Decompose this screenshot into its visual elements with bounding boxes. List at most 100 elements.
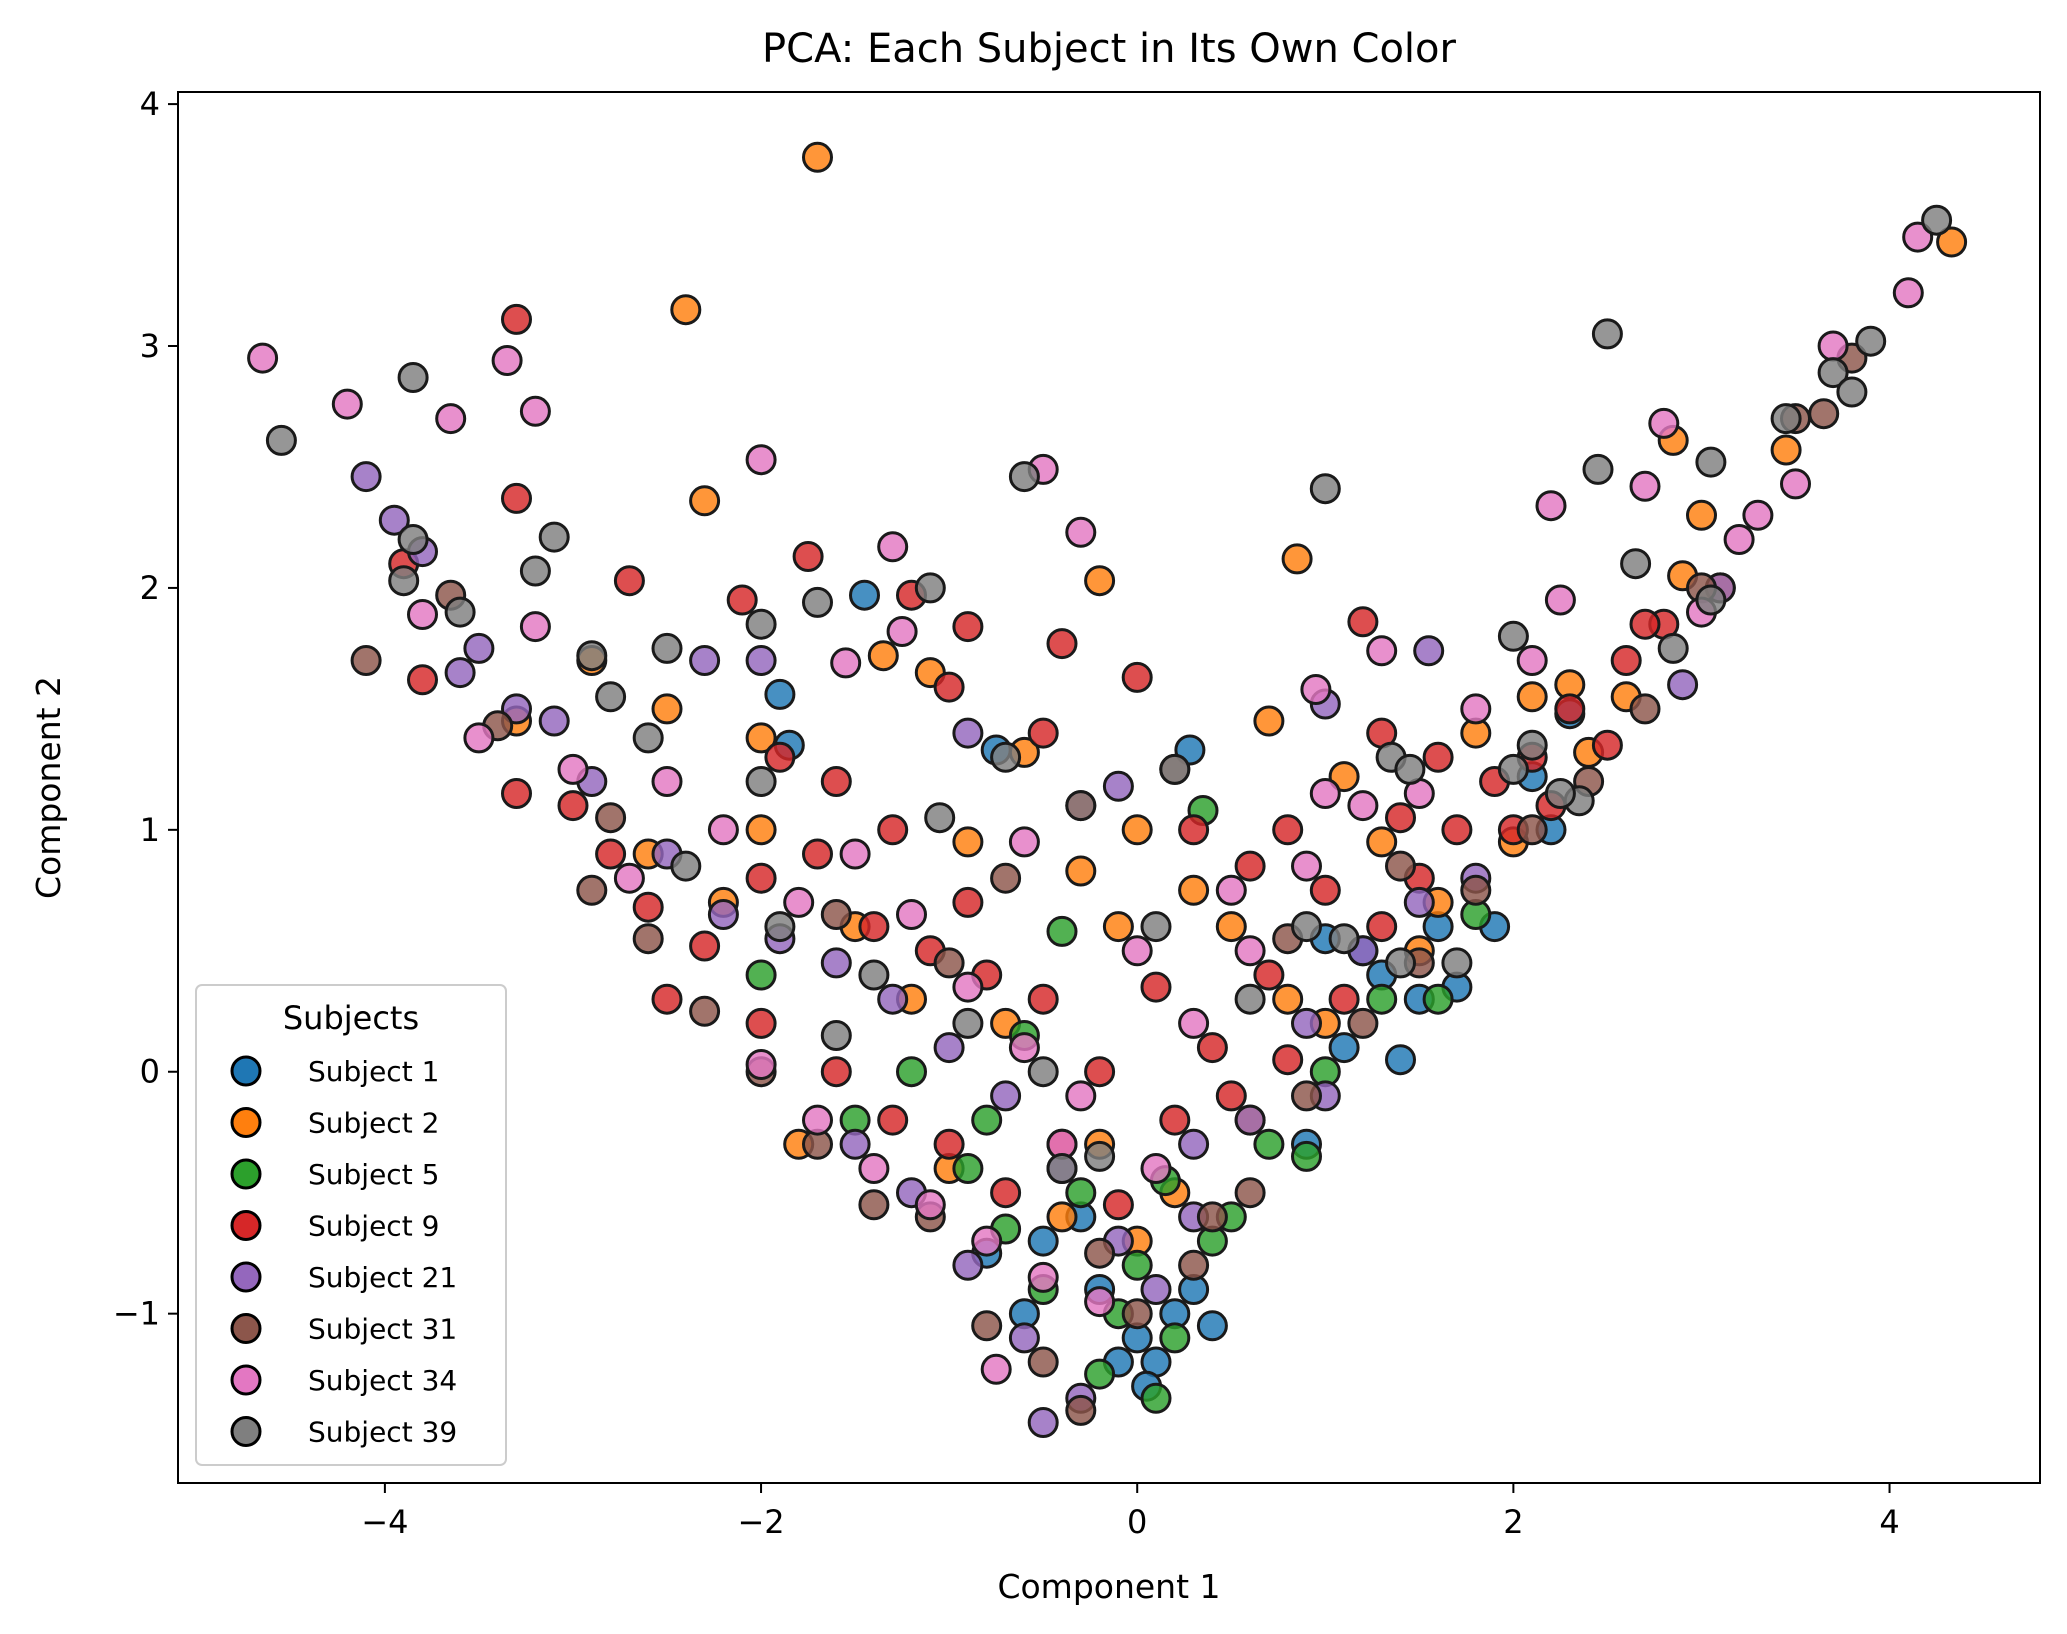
point-series-5-27 xyxy=(820,899,852,930)
point-series-3-34 xyxy=(1196,1032,1228,1064)
point-series-7-20 xyxy=(1620,548,1652,580)
point-series-4-11 xyxy=(1413,635,1445,667)
point-series-4-26 xyxy=(1403,886,1435,918)
y-tick-label: 4 xyxy=(140,85,160,123)
point-series-1-28 xyxy=(1516,681,1548,713)
point-series-3-41 xyxy=(1554,693,1586,725)
point-series-7-33 xyxy=(764,911,796,943)
point-series-3-52 xyxy=(1215,1080,1247,1112)
point-series-5-22 xyxy=(1629,693,1661,725)
point-series-1-3 xyxy=(1084,565,1116,597)
plot-frame xyxy=(177,91,2041,1484)
point-series-3-37 xyxy=(1366,911,1398,943)
point-series-0-12 xyxy=(1027,1225,1059,1257)
point-series-4-8 xyxy=(952,717,984,749)
point-series-6-8 xyxy=(877,531,909,563)
point-series-5-28 xyxy=(933,947,965,979)
point-series-4-3 xyxy=(463,632,495,664)
point-series-4-21 xyxy=(1140,1274,1172,1305)
point-series-1-25 xyxy=(1215,911,1247,943)
point-series-5-20 xyxy=(1516,814,1548,846)
point-series-2-7 xyxy=(1140,1382,1172,1414)
point-series-5-4 xyxy=(632,923,664,955)
point-series-1-0 xyxy=(802,141,833,173)
point-series-5-10 xyxy=(971,1310,1003,1342)
point-series-7-16 xyxy=(1855,325,1887,357)
point-series-7-41 xyxy=(1385,947,1416,979)
x-tick-label: 2 xyxy=(1503,1503,1523,1541)
point-series-6-2 xyxy=(435,403,467,435)
point-series-7-52 xyxy=(1657,632,1689,664)
point-series-6-7 xyxy=(1065,516,1097,548)
legend-entry-label: Subject 39 xyxy=(308,1416,457,1449)
point-series-1-12 xyxy=(1121,814,1153,846)
point-series-2-22 xyxy=(745,959,777,991)
point-series-7-15 xyxy=(1817,357,1849,389)
point-series-1-1 xyxy=(670,294,702,326)
point-series-7-51 xyxy=(1544,778,1576,809)
legend-entry-label: Subject 1 xyxy=(308,1055,439,1088)
legend-marker xyxy=(230,1107,262,1138)
point-series-5-8 xyxy=(858,1189,890,1221)
y-axis-label: Component 2 xyxy=(29,676,68,899)
point-series-5-16 xyxy=(1291,1080,1322,1112)
point-series-6-44 xyxy=(914,1189,946,1221)
point-series-4-23 xyxy=(1234,1104,1266,1136)
point-series-3-42 xyxy=(1610,645,1642,676)
point-series-7-50 xyxy=(1394,753,1426,785)
point-series-5-34 xyxy=(1084,1237,1116,1269)
point-series-1-24 xyxy=(1065,855,1097,887)
point-series-7-6 xyxy=(576,640,608,672)
point-series-6-24 xyxy=(1300,674,1332,705)
legend-marker xyxy=(230,1055,262,1087)
point-series-7-3 xyxy=(538,521,570,553)
point-series-7-5 xyxy=(651,632,683,664)
point-series-5-5 xyxy=(689,995,721,1027)
point-series-3-19 xyxy=(1422,741,1454,773)
point-series-7-25 xyxy=(745,766,777,797)
point-series-5-35 xyxy=(1196,1201,1228,1233)
point-series-2-8 xyxy=(1084,1358,1116,1390)
point-series-3-26 xyxy=(745,862,777,894)
point-series-7-23 xyxy=(444,596,476,628)
point-series-4-4 xyxy=(538,705,570,737)
point-series-6-15 xyxy=(1535,490,1567,522)
point-series-7-11 xyxy=(1309,473,1341,505)
point-series-0-24 xyxy=(1328,1032,1360,1064)
point-series-7-2 xyxy=(397,524,429,555)
point-series-6-11 xyxy=(407,599,438,630)
legend-marker xyxy=(230,1261,262,1293)
point-series-5-11 xyxy=(1027,1346,1059,1378)
point-series-3-16 xyxy=(1178,814,1210,846)
point-series-7-47 xyxy=(924,802,956,834)
y-tick-label: −1 xyxy=(113,1295,160,1333)
point-series-4-1 xyxy=(378,504,410,536)
point-series-1-18 xyxy=(1686,499,1717,531)
point-series-3-7 xyxy=(407,664,438,696)
point-series-4-17 xyxy=(933,1032,965,1064)
point-series-2-10 xyxy=(1253,1128,1285,1160)
point-series-1-26 xyxy=(1366,826,1398,858)
point-series-7-43 xyxy=(1497,753,1529,785)
point-series-1-45 xyxy=(1102,911,1134,943)
point-series-7-12 xyxy=(1591,318,1623,350)
point-series-7-22 xyxy=(388,565,420,597)
point-series-2-4 xyxy=(1065,1177,1097,1209)
point-series-3-27 xyxy=(802,838,833,870)
axes: −4 −2 0 2 4 −1 0 1 2 3 4 xyxy=(113,85,2041,1541)
legend-entry-label: Subject 5 xyxy=(308,1158,439,1191)
point-series-6-12 xyxy=(519,611,551,643)
point-series-2-13 xyxy=(896,1056,927,1088)
point-series-7-4 xyxy=(519,555,551,587)
point-series-3-46 xyxy=(877,1104,909,1136)
y-tick-label: 3 xyxy=(140,327,160,365)
point-series-3-53 xyxy=(1272,1044,1304,1076)
point-series-7-21 xyxy=(1695,584,1727,616)
point-series-3-13 xyxy=(726,584,758,616)
point-series-2-6 xyxy=(1159,1322,1191,1354)
point-series-6-27 xyxy=(783,886,815,918)
point-series-4-24 xyxy=(1291,1007,1322,1039)
point-series-6-29 xyxy=(896,899,927,930)
point-series-6-25 xyxy=(651,766,683,797)
point-series-2-12 xyxy=(1366,983,1398,1015)
